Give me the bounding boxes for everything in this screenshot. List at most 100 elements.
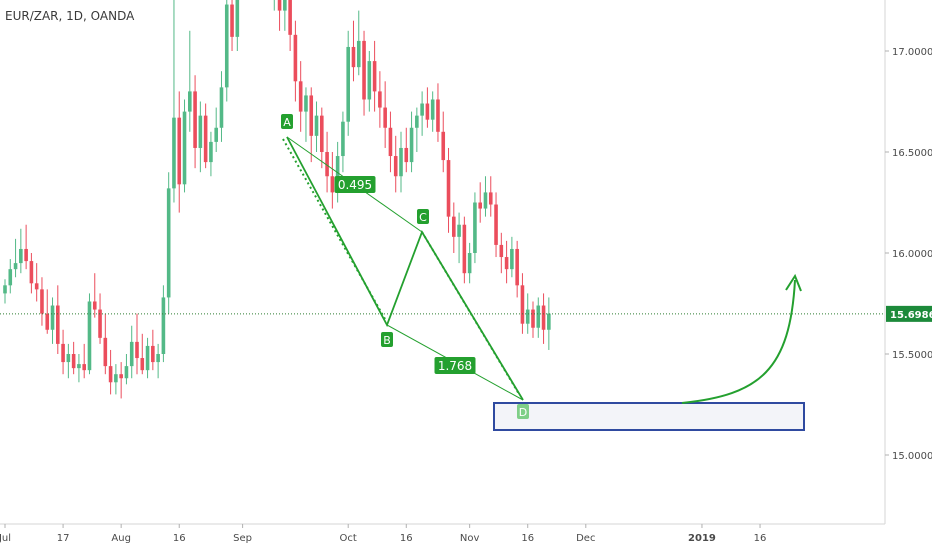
candle-body [441,131,446,161]
ratio-label-xb: 0.495 [334,176,376,193]
candle-body [8,269,13,286]
candle-body [66,354,71,363]
price-tick-label: 16.50000 [892,148,932,159]
candle-body [320,115,324,152]
candle-body [367,61,372,100]
candle-body [436,99,440,132]
candle-body [103,337,108,367]
candle-body [388,127,393,157]
candle-body [536,305,541,328]
ratio-label-bd-bg [434,357,476,374]
candle-body [13,263,18,270]
candle-body [488,192,493,205]
target-zone-box [493,402,805,431]
last-price-tag-text: 15.69868 [890,310,932,321]
price-tick-label: 15.50000 [892,350,932,361]
candle-body [34,283,39,290]
time-tick-label: Aug [111,533,131,544]
candle-body [140,358,145,371]
point-label-b-bg [381,332,393,347]
point-label-c: C [417,209,429,224]
candle-body [515,248,519,286]
candle-body [182,111,187,185]
candle-body [462,224,467,274]
ratio-label-xb-text: 0.495 [338,178,372,192]
candle-body [98,309,102,338]
candle-body [341,121,345,157]
candle-body [430,99,435,120]
candle-body [457,224,461,237]
candle-body [452,216,456,237]
candle-body [92,301,97,310]
point-label-a-text: A [283,116,291,129]
time-tick-label: 16 [400,533,413,544]
candle-body [277,0,282,11]
candle-body [399,147,403,177]
candle-body [478,202,482,209]
point-label-a-bg [281,114,293,129]
candle-body [124,366,129,379]
candle-body [24,248,28,262]
time-tick-label: 16 [173,533,186,544]
candle-body [87,301,92,371]
price-axis[interactable]: 19.0000018.5000018.0000017.5000017.00000… [885,0,932,554]
candle-body [494,204,498,245]
candle-body [219,87,224,128]
ratio-label-xb-bg [334,176,376,193]
candle-body [362,40,366,100]
time-tick-label: 17 [57,533,70,544]
candle-body [40,289,44,314]
candle-body [177,117,182,185]
candle-body [198,115,203,148]
candle-body [531,309,535,328]
time-tick-label: 16 [754,533,767,544]
xabcd-pattern: 0.495 1.768 A B C D [281,114,805,431]
candle-body [193,91,197,148]
candle-body [288,0,292,35]
candle-body [224,4,229,88]
candle-body [504,257,509,270]
candle-body [172,117,176,189]
point-label-c-bg [417,209,429,224]
arrow-head-icon [785,273,802,292]
time-tick-label: Nov [460,533,480,544]
price-tick-label: 16.00000 [892,249,932,260]
candle-body [356,40,361,68]
candle-body [499,244,504,258]
candle-body [298,81,303,112]
time-axis[interactable]: Jul 17 Aug 16 Sep Oct 16 Nov 16 Dec 2019 16 [0,524,766,544]
candle-body [145,345,150,371]
candle-body [541,305,546,330]
candle-body [510,248,514,270]
point-label-a: A [281,114,293,129]
candle-body [151,345,155,363]
candle-body [29,261,34,284]
point-label-b: B [381,332,393,347]
candle-body [314,115,319,136]
candle-body [351,46,356,68]
pattern-zigzag [286,136,524,401]
ratio-label-bd: 1.768 [434,357,476,374]
candle-body [230,4,234,37]
candle-body [473,202,477,253]
candle-body [161,297,166,354]
candle-body [483,192,488,209]
candle-body [467,253,472,274]
candle-body [235,0,240,37]
time-tick-label: 2019 [688,533,716,544]
time-tick-label: Jul [0,533,11,544]
projection-arrow [681,279,796,404]
point-label-b-text: B [383,334,391,347]
candle-body [166,188,171,298]
pattern-dotted-cd [421,231,520,395]
candle-body [335,156,340,193]
point-label-d: D [517,404,529,419]
price-tick-label: 17.00000 [892,47,932,58]
candle-body [346,46,350,122]
candle-body [420,103,424,116]
candle-body [520,285,525,324]
candle-body [203,115,208,163]
